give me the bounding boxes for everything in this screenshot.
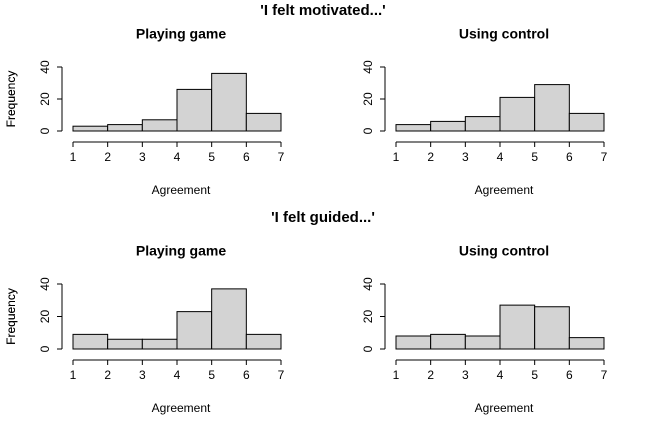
x-tick-label: 2 — [427, 150, 434, 164]
chart-title: Using control — [459, 26, 549, 42]
histogram-bar — [430, 120, 466, 132]
x-tick-label: 1 — [70, 150, 77, 164]
histogram-bar — [141, 119, 178, 132]
histogram-bar — [534, 84, 570, 132]
y-tick-label: 0 — [38, 127, 52, 134]
y-tick-label: 20 — [361, 92, 375, 106]
section-heading: 'I felt guided...' — [271, 209, 375, 226]
histogram-bar — [245, 112, 282, 132]
x-tick-label: 2 — [104, 150, 111, 164]
x-tick-label: 4 — [497, 368, 504, 382]
histogram-bar — [395, 335, 432, 350]
x-tick-label: 2 — [104, 368, 111, 382]
histogram-bar — [464, 335, 501, 350]
y-tick-label: 40 — [361, 277, 375, 291]
histogram-bar — [499, 96, 536, 132]
y-axis-label: Frequency — [4, 71, 18, 128]
chart-title: Playing game — [136, 26, 226, 42]
x-tick-label: 4 — [174, 368, 181, 382]
x-tick-label: 1 — [393, 368, 400, 382]
x-tick-label: 6 — [243, 368, 250, 382]
x-tick-label: 4 — [174, 150, 181, 164]
histogram-bar — [211, 288, 247, 350]
y-axis-label: Frequency — [4, 288, 18, 345]
histogram-bar — [395, 124, 432, 132]
x-tick-label: 5 — [208, 368, 215, 382]
x-tick-label: 7 — [601, 150, 608, 164]
x-tick-label: 5 — [531, 368, 538, 382]
x-tick-label: 1 — [70, 368, 77, 382]
x-axis-label: Agreement — [475, 401, 534, 415]
histogram-bar — [72, 125, 109, 132]
x-tick-label: 5 — [531, 150, 538, 164]
x-tick-label: 6 — [243, 150, 250, 164]
y-tick-label: 20 — [38, 92, 52, 106]
x-tick-label: 7 — [278, 150, 285, 164]
x-tick-label: 4 — [497, 150, 504, 164]
x-tick-label: 3 — [462, 368, 469, 382]
x-axis-label: Agreement — [475, 183, 534, 197]
x-axis-label: Agreement — [152, 401, 211, 415]
x-tick-label: 6 — [566, 150, 573, 164]
y-tick-label: 20 — [361, 310, 375, 324]
x-tick-label: 7 — [601, 368, 608, 382]
x-tick-label: 2 — [427, 368, 434, 382]
x-tick-label: 3 — [462, 150, 469, 164]
histogram-bar — [568, 337, 605, 350]
y-axis-label: Frequency — [4, 71, 18, 128]
y-tick-label: 40 — [38, 60, 52, 74]
y-tick-label: 40 — [38, 277, 52, 291]
histogram-bar — [499, 304, 536, 350]
y-tick-label: 0 — [38, 345, 52, 352]
histogram-bar — [245, 333, 282, 350]
histogram-bar — [534, 306, 570, 350]
histogram-bar — [176, 311, 213, 350]
histogram-bar — [430, 333, 466, 350]
histogram-bar — [107, 338, 143, 350]
x-tick-label: 3 — [139, 368, 146, 382]
x-axis-label: Agreement — [152, 183, 211, 197]
section-heading: 'I felt motivated...' — [260, 2, 386, 19]
y-tick-label: 20 — [38, 310, 52, 324]
x-tick-label: 7 — [278, 368, 285, 382]
histogram-bar — [107, 124, 143, 132]
histogram-bar — [211, 72, 247, 132]
x-tick-label: 3 — [139, 150, 146, 164]
y-axis-label: Frequency — [4, 288, 18, 345]
chart-title: Playing game — [136, 243, 226, 259]
histogram-bar — [72, 333, 109, 350]
histogram-bar — [464, 116, 501, 132]
x-tick-label: 5 — [208, 150, 215, 164]
histogram-bar — [176, 88, 213, 132]
y-tick-label: 0 — [361, 127, 375, 134]
histogram-bar — [141, 338, 178, 350]
x-tick-label: 6 — [566, 368, 573, 382]
y-tick-label: 40 — [361, 60, 375, 74]
chart-title: Using control — [459, 243, 549, 259]
x-tick-label: 1 — [393, 150, 400, 164]
y-tick-label: 0 — [361, 345, 375, 352]
histogram-bar — [568, 112, 605, 132]
